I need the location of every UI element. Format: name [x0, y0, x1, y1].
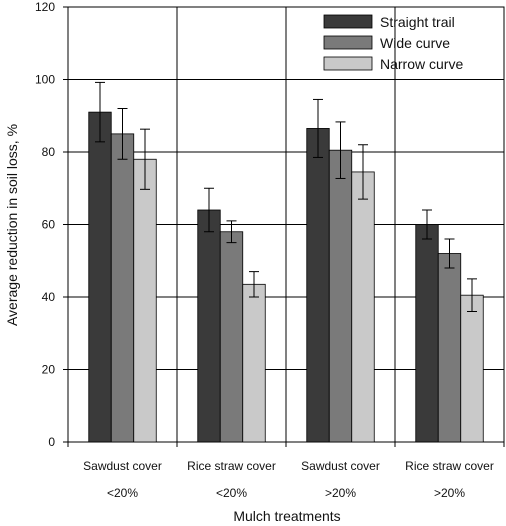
y-tick-label: 60: [42, 218, 56, 232]
legend-swatch: [323, 56, 373, 71]
legend: Straight trail Wide curve Narrow curve: [323, 14, 463, 72]
x-category-sublabel: <20%: [107, 486, 138, 500]
bar: [133, 158, 157, 443]
x-category-label: Sawdust cover: [83, 459, 162, 473]
legend-label: Narrow curve: [380, 56, 463, 72]
x-category-label: Rice straw cover: [187, 459, 276, 473]
x-category-label: Rice straw cover: [405, 459, 494, 473]
x-category-sublabel: >20%: [434, 486, 465, 500]
y-tick-label: 80: [42, 145, 56, 159]
legend-label: Straight trail: [380, 14, 455, 30]
y-tick-label: 100: [35, 73, 55, 87]
bar: [197, 209, 221, 443]
bar: [242, 283, 266, 443]
bar: [415, 224, 439, 443]
bar: [306, 128, 330, 443]
bars: [88, 81, 484, 443]
y-tick-label: 40: [42, 290, 56, 304]
legend-swatch: [323, 35, 373, 50]
y-tick-label: 20: [42, 363, 56, 377]
y-axis-title: Average reduction in soil loss, %: [4, 124, 20, 326]
bar: [328, 149, 353, 443]
bar: [351, 171, 375, 443]
x-axis-title: Mulch treatments: [233, 508, 340, 524]
bar: [437, 253, 462, 443]
bar: [460, 294, 484, 443]
bar: [110, 133, 135, 443]
axes: 0 20 40 60 80 100 120 Sawdust cover <20% Rice str…: [35, 0, 505, 500]
y-tick-label: 0: [48, 435, 55, 449]
legend-label: Wide curve: [380, 35, 450, 51]
x-category-label: Sawdust cover: [301, 459, 380, 473]
y-tick-label: 120: [35, 0, 55, 14]
bar: [219, 231, 244, 443]
bar: [88, 111, 112, 443]
x-category-sublabel: >20%: [325, 486, 356, 500]
legend-swatch: [323, 14, 373, 29]
x-category-sublabel: <20%: [216, 486, 247, 500]
